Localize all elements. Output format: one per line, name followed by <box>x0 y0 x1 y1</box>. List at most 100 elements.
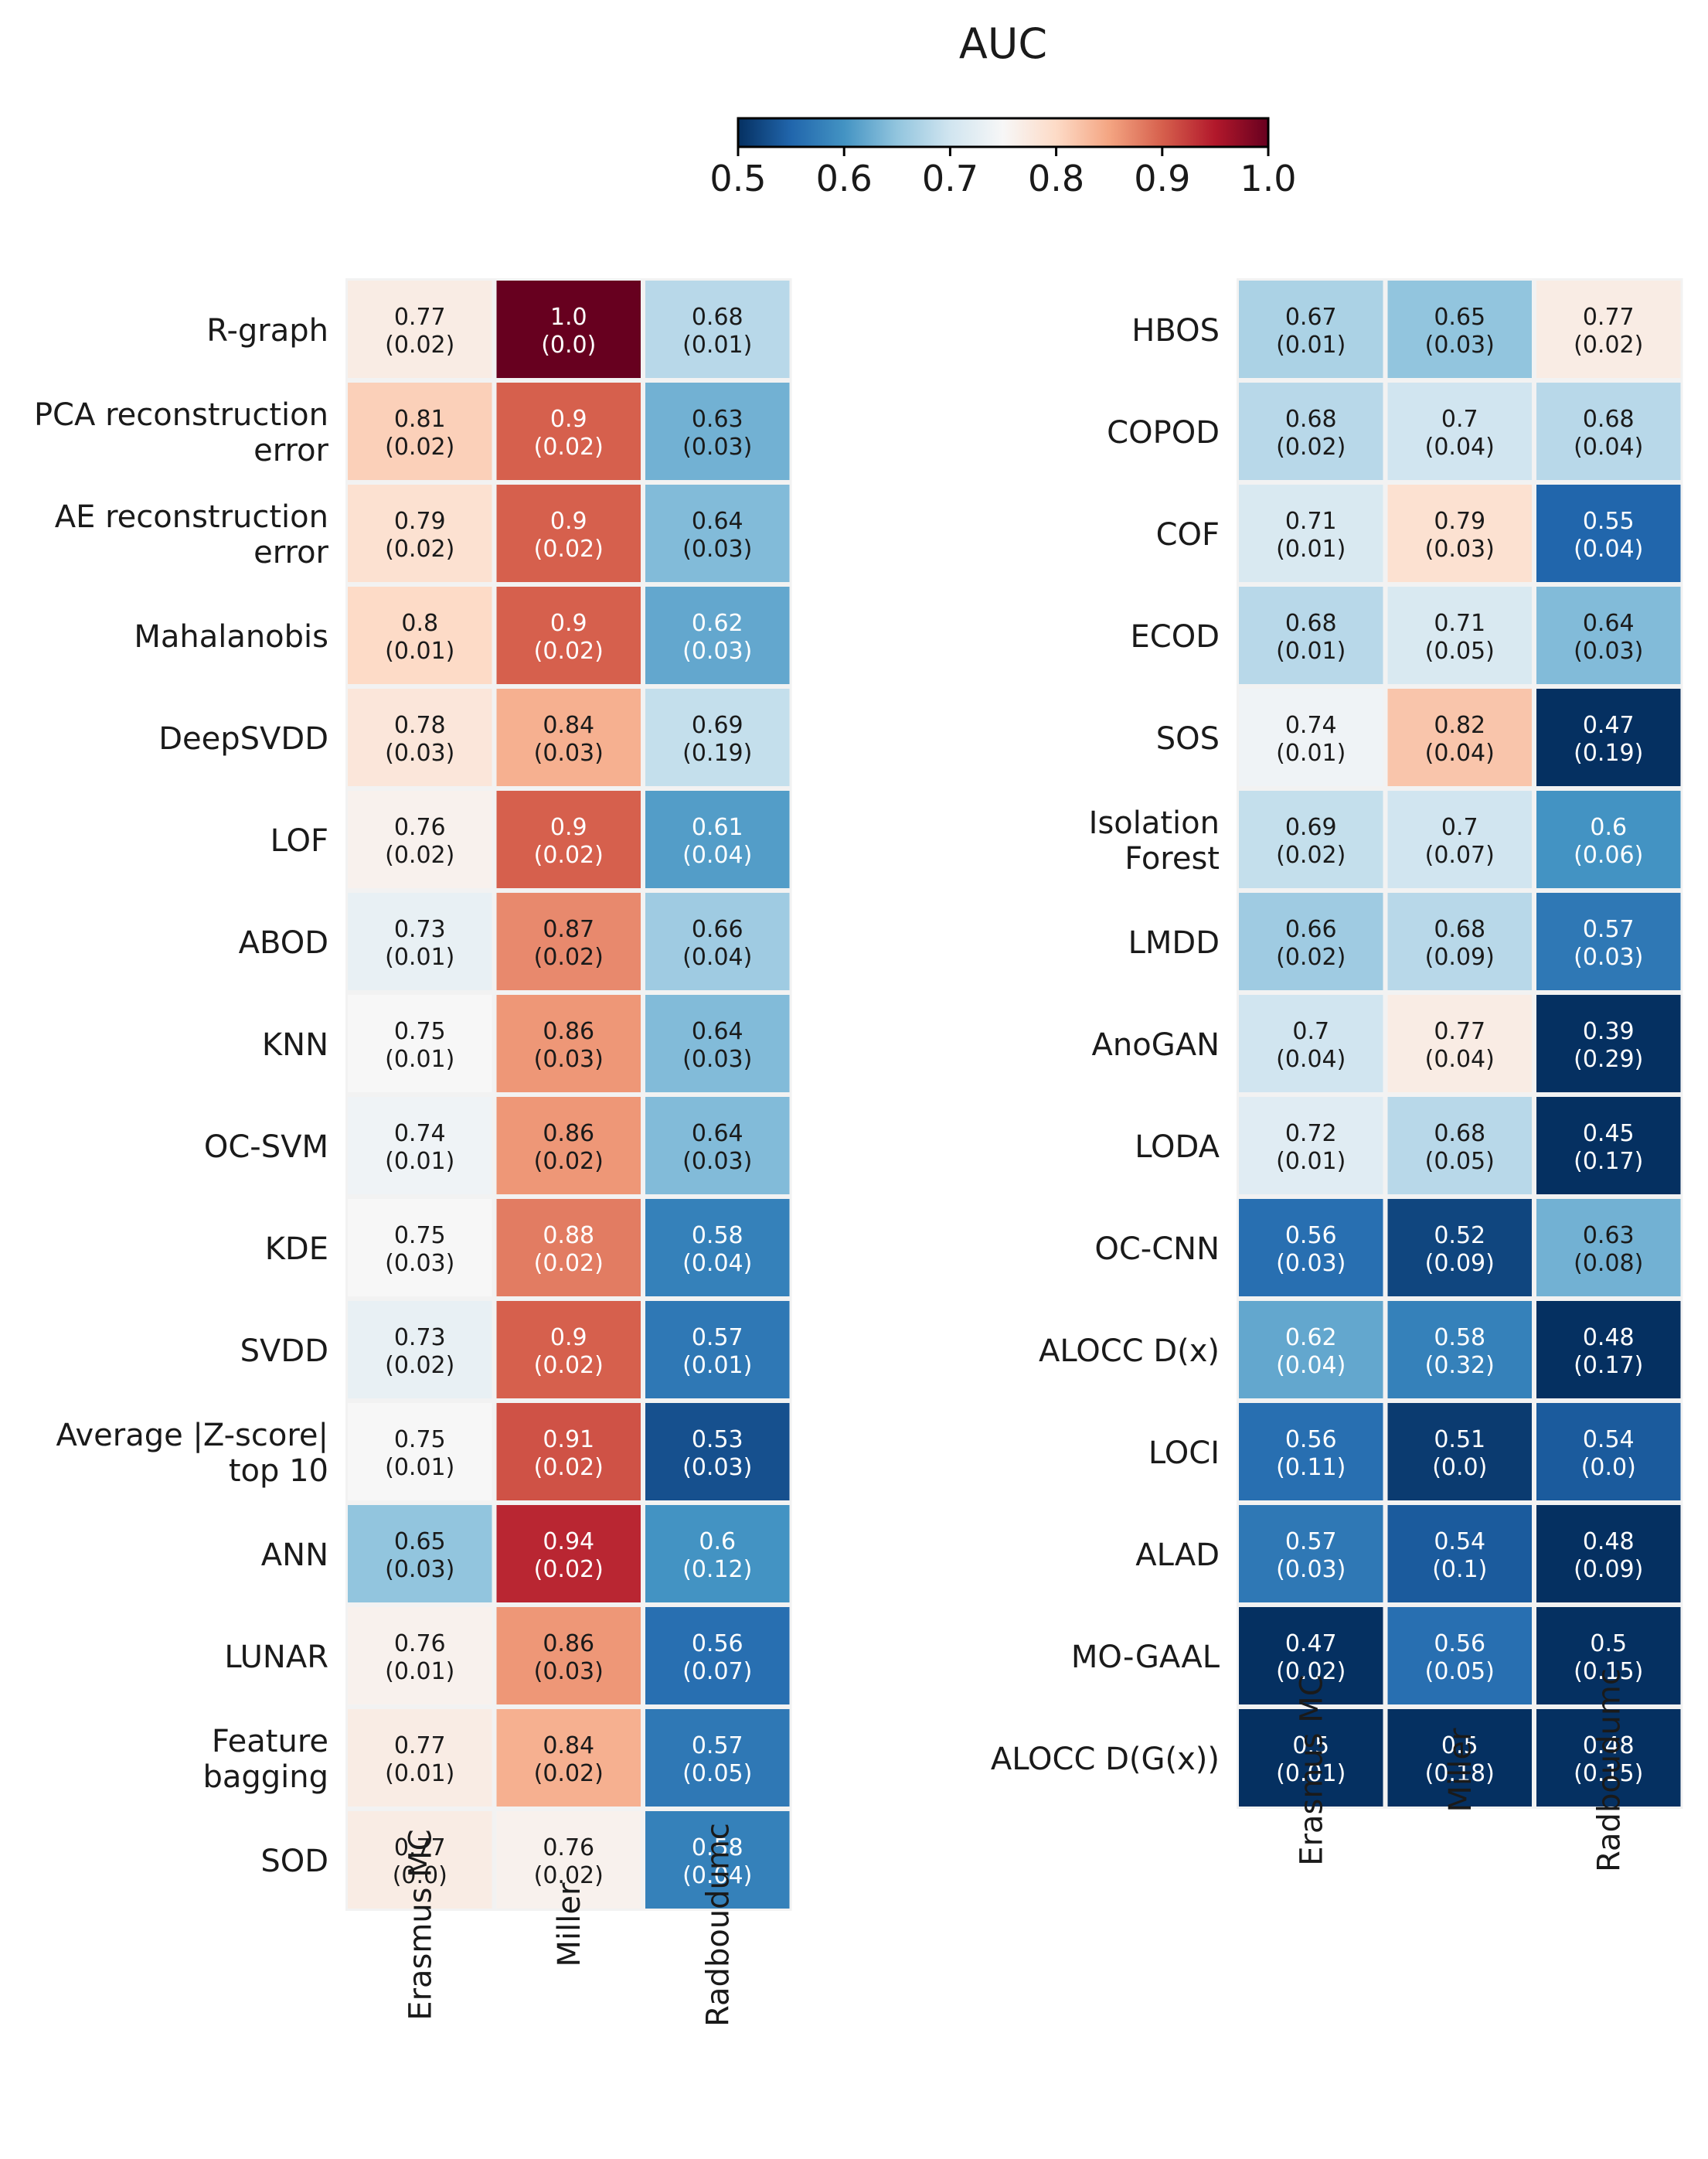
cell-std-label: (0.17) <box>1574 1148 1643 1175</box>
cell-value-label: 0.76 <box>394 814 446 841</box>
cell-value-label: 0.69 <box>1285 814 1337 841</box>
row-label-loda: LODA <box>1135 1129 1220 1165</box>
cell-value-label: 0.64 <box>1583 610 1635 637</box>
heatmap-cell <box>348 383 492 480</box>
row-label-hbos: HBOS <box>1131 313 1220 349</box>
cell-std-label: (0.04) <box>1276 1046 1346 1073</box>
cell-value-label: 0.87 <box>543 916 594 943</box>
cell-value-label: 0.68 <box>1285 406 1337 433</box>
cell-value-label: 0.9 <box>550 610 587 637</box>
right-heatmap-panel: HBOS 0.67(0.01)0.65(0.03)0.77(0.02)COPOD 0… <box>991 278 1683 1872</box>
cell-std-label: (0.01) <box>1276 332 1346 359</box>
cell-std-label: (0.02) <box>534 1556 604 1583</box>
heatmap-cell <box>348 791 492 888</box>
cell-std-label: (0.01) <box>385 1760 454 1787</box>
colorbar-tick-label: 0.8 <box>1028 158 1084 199</box>
cell-std-label: (0.02) <box>534 1148 604 1175</box>
cell-std-label: (0.02) <box>1574 332 1643 359</box>
heatmap-cell <box>1239 1607 1383 1704</box>
row-label-oc-cnn: OC-CNN <box>1094 1231 1220 1267</box>
cell-value-label: 0.68 <box>1434 916 1485 943</box>
heatmap-cell <box>1239 791 1383 888</box>
cell-value-label: 0.94 <box>543 1528 594 1555</box>
cell-value-label: 0.86 <box>543 1120 594 1147</box>
cell-value-label: 0.5 <box>1292 1732 1329 1759</box>
heatmap-cell <box>348 281 492 378</box>
heatmap-cell <box>645 1505 790 1602</box>
heatmap-cell <box>348 1607 492 1704</box>
cell-value-label: 0.9 <box>550 814 587 841</box>
cell-std-label: (0.02) <box>385 434 454 461</box>
row-label-mo-gaal: MO-GAAL <box>1071 1640 1220 1675</box>
heatmap-cell <box>348 1811 492 1909</box>
cell-std-label: (0.02) <box>534 434 604 461</box>
row-label-ae-reconstruction: AE reconstruction <box>55 499 328 535</box>
cell-value-label: 0.39 <box>1583 1018 1635 1045</box>
heatmap-cell <box>645 893 790 990</box>
cell-value-label: 0.64 <box>692 1120 743 1147</box>
cell-value-label: 0.7 <box>1441 406 1478 433</box>
heatmap-cell <box>645 995 790 1092</box>
heatmap-cell <box>645 1607 790 1704</box>
cell-std-label: (0.03) <box>682 434 752 461</box>
cell-value-label: 0.68 <box>692 304 743 331</box>
heatmap-cell <box>1239 485 1383 582</box>
cell-value-label: 0.56 <box>1285 1222 1337 1249</box>
row-label-feature: Feature <box>212 1724 328 1759</box>
cell-value-label: 0.91 <box>543 1426 594 1453</box>
heatmap-cell <box>348 587 492 684</box>
cell-value-label: 0.56 <box>1285 1426 1337 1453</box>
colorbar-tick-label: 0.5 <box>709 158 766 199</box>
cell-value-label: 0.7 <box>1292 1018 1329 1045</box>
column-label-erasmus-mc: Erasmus MC <box>1294 1674 1329 1865</box>
heatmap-cell <box>496 689 641 786</box>
cell-value-label: 0.5 <box>1441 1732 1478 1759</box>
cell-std-label: (0.1) <box>1432 1556 1487 1583</box>
cell-value-label: 0.58 <box>692 1834 743 1861</box>
cell-std-label: (0.07) <box>1425 842 1495 869</box>
heatmap-cell <box>1387 1301 1532 1398</box>
heatmap-cell <box>1536 1607 1681 1704</box>
cell-std-label: (0.05) <box>682 1760 752 1787</box>
cell-value-label: 0.47 <box>1285 1630 1337 1657</box>
cell-std-label: (0.03) <box>1276 1556 1346 1583</box>
heatmap-cell <box>348 893 492 990</box>
cell-std-label: (0.01) <box>1276 1148 1346 1175</box>
cell-std-label: (0.02) <box>534 842 604 869</box>
row-label-sos: SOS <box>1156 721 1220 757</box>
cell-value-label: 0.71 <box>1285 508 1337 535</box>
cell-std-label: (0.11) <box>1276 1454 1346 1481</box>
row-label-top-10: top 10 <box>229 1453 328 1489</box>
cell-value-label: 0.56 <box>1434 1630 1485 1657</box>
cell-value-label: 0.7 <box>1441 814 1478 841</box>
row-label-lmdd: LMDD <box>1128 925 1220 961</box>
row-label-isolation: Isolation <box>1089 805 1220 841</box>
heatmap-cell <box>496 791 641 888</box>
heatmap-cell <box>1387 1505 1532 1602</box>
heatmap-cell <box>645 485 790 582</box>
heatmap-cell <box>1536 587 1681 684</box>
cell-value-label: 0.69 <box>692 712 743 739</box>
heatmap-cell <box>1536 281 1681 378</box>
heatmap-cell <box>645 383 790 480</box>
heatmap-cell <box>496 1199 641 1296</box>
row-label-loci: LOCI <box>1148 1435 1220 1471</box>
heatmap-cell <box>496 485 641 582</box>
heatmap-cell <box>1239 1301 1383 1398</box>
row-label-ann: ANN <box>261 1538 328 1573</box>
cell-value-label: 0.74 <box>1285 712 1337 739</box>
heatmap-cell <box>645 1811 790 1909</box>
heatmap-cell <box>348 1097 492 1194</box>
heatmap-cell <box>1239 995 1383 1092</box>
heatmap-cell <box>496 281 641 378</box>
cell-value-label: 0.52 <box>1434 1222 1485 1249</box>
cell-std-label: (0.02) <box>385 1352 454 1379</box>
heatmap-cell <box>1387 587 1532 684</box>
cell-std-label: (0.02) <box>385 332 454 359</box>
cell-value-label: 0.48 <box>1583 1324 1635 1351</box>
cell-value-label: 0.76 <box>394 1630 446 1657</box>
cell-value-label: 0.77 <box>1434 1018 1485 1045</box>
cell-value-label: 0.51 <box>1434 1426 1485 1453</box>
row-label-oc-svm: OC-SVM <box>204 1129 328 1165</box>
cell-std-label: (0.02) <box>1276 944 1346 971</box>
